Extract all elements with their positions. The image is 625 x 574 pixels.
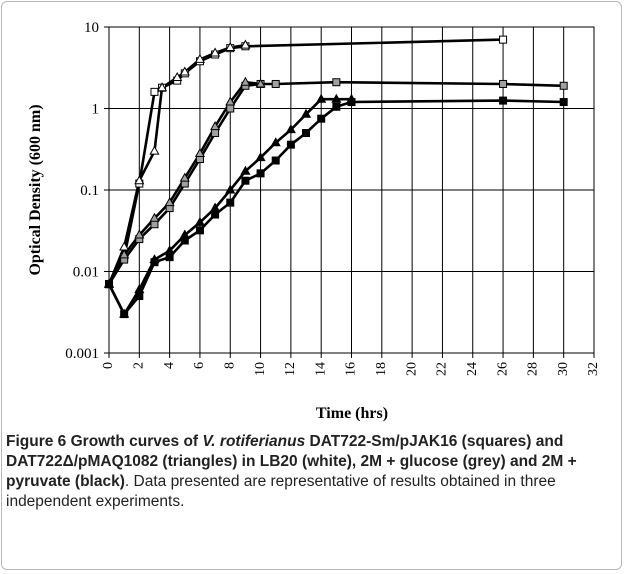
triangle-marker: [270, 137, 281, 147]
square-marker: [150, 220, 159, 229]
x-tick-label: 16: [344, 362, 359, 376]
triangle-marker: [179, 66, 190, 76]
triangle-marker: [156, 82, 168, 92]
square-marker: [302, 129, 311, 138]
x-tick-label: 18: [374, 362, 389, 376]
caption-title-end: .: [124, 473, 130, 490]
x-tick-label: 10: [253, 362, 268, 376]
caption-title-2: DAT722-Sm/pJAK16 (squares) and DAT722Δ/p…: [6, 433, 577, 490]
triangle-marker: [331, 93, 342, 103]
x-tick-label: 20: [404, 362, 419, 376]
triangle-marker: [210, 47, 221, 57]
square-marker: [211, 129, 220, 138]
triangle-marker: [240, 76, 251, 86]
triangle-marker: [240, 165, 251, 175]
triangle-marker: [255, 152, 266, 162]
square-marker: [332, 78, 341, 87]
growth-curve-chart: 0 2 4 6 8 10 12 14 16 18 20 22 24 26 28 30 320.0010.010.…: [27, 20, 601, 422]
x-tick-label: 32: [586, 362, 601, 376]
triangle-marker: [164, 197, 175, 207]
triangle-marker: [149, 212, 160, 222]
triangle-marker: [300, 108, 312, 118]
triangle-marker: [134, 229, 145, 239]
triangle-marker: [149, 254, 160, 264]
triangle-marker: [164, 245, 175, 255]
caption-body: Data presented are representative of res…: [6, 473, 556, 510]
square-marker: [332, 102, 341, 111]
triangle-marker: [179, 229, 190, 239]
square-marker: [271, 79, 280, 88]
caption-label: Figure 6: [6, 433, 67, 450]
square-marker: [499, 79, 508, 88]
series-line-2: [107, 80, 564, 285]
triangle-marker: [225, 41, 236, 52]
series-line-0: [107, 38, 504, 285]
y-tick-label: 0.1: [80, 183, 99, 199]
y-tick-label: 0.01: [73, 265, 99, 281]
figure-caption: Figure 6 Growth curves of V. rotiferianu…: [6, 432, 612, 512]
x-axis-label: Time (hrs): [316, 405, 388, 422]
triangle-marker: [194, 148, 205, 158]
series-line-4: [107, 99, 564, 316]
x-tick-label: 2: [132, 362, 147, 369]
square-marker: [499, 96, 508, 105]
triangle-marker: [210, 202, 221, 212]
x-tick-label: 8: [222, 362, 237, 369]
square-marker: [165, 253, 174, 262]
x-tick-label: 14: [313, 362, 328, 376]
triangle-marker: [194, 216, 205, 226]
caption-title-1: Growth curves of: [70, 433, 199, 450]
square-marker: [286, 140, 295, 149]
square-marker: [256, 169, 265, 178]
x-tick-label: 22: [435, 362, 450, 376]
x-tick-label: 28: [526, 362, 541, 376]
triangle-marker: [179, 172, 190, 182]
y-tick-label: 0.001: [65, 346, 99, 362]
triangle-marker: [119, 308, 130, 318]
triangle-marker: [285, 124, 296, 134]
square-marker: [150, 87, 159, 96]
square-marker: [559, 81, 568, 90]
square-marker: [211, 210, 220, 219]
square-marker: [499, 35, 508, 44]
y-tick-label: 10: [84, 20, 99, 36]
triangle-marker: [134, 284, 145, 294]
square-marker: [195, 226, 204, 235]
triangle-marker: [316, 93, 327, 103]
square-marker: [317, 114, 326, 123]
triangle-marker: [255, 78, 266, 88]
caption-species: V. rotiferianus: [202, 433, 306, 450]
x-tick-label: 26: [495, 362, 510, 376]
x-tick-label: 0: [101, 362, 116, 369]
x-tick-label: 30: [556, 362, 571, 376]
square-marker: [271, 156, 280, 165]
triangle-marker: [225, 184, 236, 194]
triangle-marker: [225, 96, 236, 106]
square-marker: [135, 292, 144, 301]
y-axis-label: Optical Density (600 nm): [27, 104, 44, 275]
x-tick-label: 6: [192, 362, 207, 369]
y-tick-label: 1: [92, 102, 100, 118]
triangle-marker: [240, 39, 251, 49]
triangle-marker: [149, 145, 160, 155]
x-tick-label: 12: [283, 362, 298, 376]
x-tick-label: 4: [162, 362, 177, 369]
triangle-marker: [119, 249, 130, 259]
triangle-marker: [172, 71, 183, 82]
x-tick-label: 24: [465, 362, 480, 376]
square-marker: [559, 98, 568, 107]
square-marker: [241, 176, 250, 185]
triangle-marker: [346, 93, 357, 103]
triangle-marker: [194, 53, 205, 63]
square-marker: [226, 104, 235, 113]
triangle-marker: [210, 121, 221, 131]
triangle-marker: [134, 175, 145, 185]
square-marker: [226, 198, 235, 207]
